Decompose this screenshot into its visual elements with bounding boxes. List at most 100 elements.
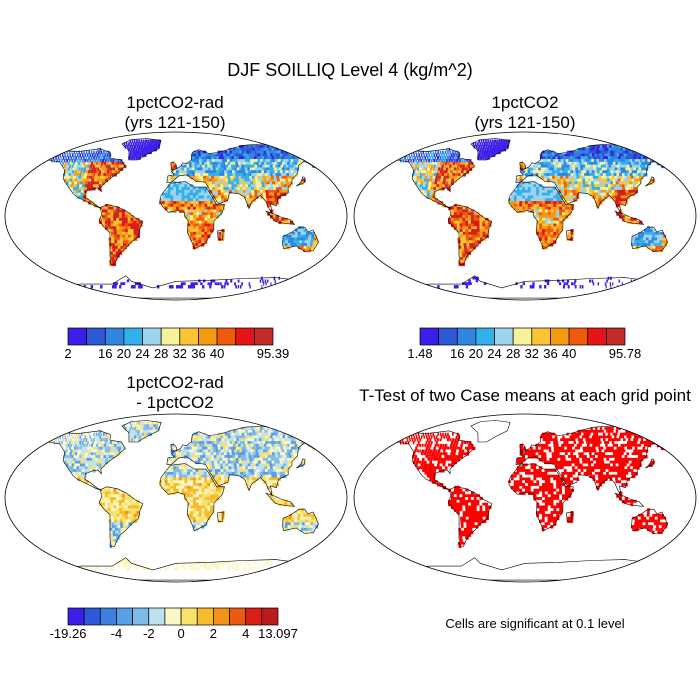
grid-cell xyxy=(229,282,232,286)
grid-cell xyxy=(527,206,532,211)
grid-cell xyxy=(191,438,195,442)
grid-cell xyxy=(226,156,231,160)
grid-cell xyxy=(181,452,185,456)
grid-cell xyxy=(270,455,275,459)
grid-cell xyxy=(635,234,638,239)
grid-cell xyxy=(250,159,255,163)
grid-cell xyxy=(312,432,318,437)
grid-cell xyxy=(616,279,618,283)
grid-cell xyxy=(242,167,246,171)
grid-cell xyxy=(236,438,241,442)
grid-cell xyxy=(66,460,70,465)
grid-cell xyxy=(575,187,579,191)
grid-cell xyxy=(550,206,555,211)
grid-cell xyxy=(51,150,53,155)
grid-cell xyxy=(599,170,604,174)
grid-cell xyxy=(62,443,65,448)
grid-cell xyxy=(170,471,174,476)
grid-cell xyxy=(234,466,238,470)
grid-cell xyxy=(230,435,235,439)
grid-cell xyxy=(569,181,573,185)
grid-cell xyxy=(591,170,596,174)
grid-cell xyxy=(204,203,208,208)
grid-cell xyxy=(612,276,615,281)
grid-cell xyxy=(643,285,645,289)
grid-cell xyxy=(559,153,564,157)
grid-cell xyxy=(195,229,200,233)
grid-cell xyxy=(278,469,283,473)
grid-cell xyxy=(203,178,207,183)
grid-cell xyxy=(176,184,180,188)
grid-cell xyxy=(271,167,276,171)
grid-cell xyxy=(579,285,582,289)
grid-cell xyxy=(115,282,120,286)
grid-cell xyxy=(559,206,563,211)
grid-cell xyxy=(587,282,590,286)
grid-cell xyxy=(611,164,616,169)
grid-cell xyxy=(568,282,571,286)
grid-cell xyxy=(93,184,96,188)
grid-cell xyxy=(623,192,627,197)
grid-cell xyxy=(207,446,211,451)
grid-cell xyxy=(91,441,94,445)
grid-cell xyxy=(631,170,636,174)
grid-cell xyxy=(535,173,540,177)
grid-cell xyxy=(233,438,238,442)
grid-cell xyxy=(639,147,645,152)
grid-cell xyxy=(204,231,208,236)
grid-cell xyxy=(242,187,247,191)
grid-cell xyxy=(240,455,245,459)
grid-cell xyxy=(585,167,590,171)
grid-cell xyxy=(181,446,185,451)
grid-cell xyxy=(522,198,526,202)
grid-cell xyxy=(257,164,262,169)
grid-cell xyxy=(251,282,253,286)
grid-cell xyxy=(230,153,235,157)
grid-cell xyxy=(105,226,109,230)
grid-cell xyxy=(494,147,497,152)
grid-cell xyxy=(120,248,125,253)
grid-cell xyxy=(184,187,188,191)
grid-cell xyxy=(193,150,197,155)
grid-cell xyxy=(232,161,237,166)
grid-cell xyxy=(159,198,163,202)
grid-cell xyxy=(516,189,520,194)
grid-cell xyxy=(437,181,440,185)
grid-cell xyxy=(551,164,555,169)
grid-cell xyxy=(639,170,644,174)
grid-cell xyxy=(218,206,223,211)
grid-cell xyxy=(630,184,634,188)
grid-cell xyxy=(54,150,56,155)
grid-cell xyxy=(271,276,273,281)
grid-cell xyxy=(221,203,225,208)
grid-cell xyxy=(487,153,491,157)
grid-cell xyxy=(547,231,551,236)
grid-cell xyxy=(110,212,114,216)
grid-cell xyxy=(533,187,537,191)
grid-cell xyxy=(102,164,106,169)
grid-cell xyxy=(550,198,554,202)
grid-cell xyxy=(76,466,80,470)
coastline-indonesia xyxy=(265,210,296,225)
grid-cell xyxy=(195,243,199,247)
grid-cell xyxy=(181,469,185,473)
grid-cell xyxy=(250,181,254,185)
grid-cell xyxy=(279,189,284,194)
grid-cell xyxy=(207,449,212,453)
grid-cell xyxy=(421,189,425,194)
grid-cell xyxy=(308,441,314,445)
grid-cell xyxy=(280,455,285,459)
grid-cell xyxy=(483,282,488,286)
grid-cell xyxy=(92,173,96,177)
grid-cell xyxy=(254,173,258,177)
grid-cell xyxy=(212,164,217,169)
grid-cell xyxy=(204,161,208,166)
grid-cell xyxy=(233,147,238,152)
grid-cell xyxy=(204,229,208,233)
grid-cell xyxy=(292,432,298,437)
grid-cell xyxy=(587,175,592,180)
grid-cell xyxy=(532,167,537,171)
grid-cell xyxy=(242,285,244,289)
grid-cell xyxy=(648,279,649,283)
grid-cell xyxy=(280,153,285,157)
